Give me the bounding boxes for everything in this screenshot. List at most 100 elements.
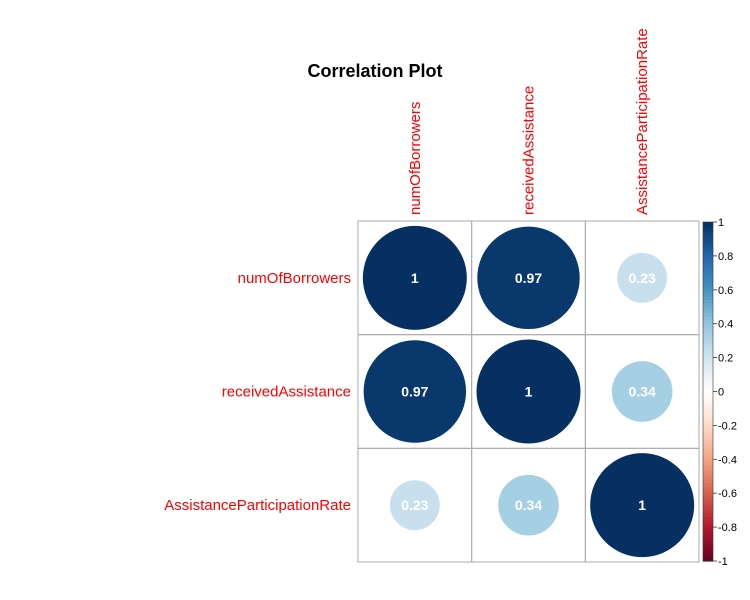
colorbar-segment	[703, 422, 713, 426]
colorbar-segment	[703, 320, 713, 325]
grid-cell	[584, 447, 700, 563]
colorbar-segment	[703, 523, 713, 528]
colorbar-tick-label: -1	[718, 556, 728, 568]
colorbar-segment	[703, 462, 713, 467]
colorbar-segment	[703, 479, 713, 484]
colorbar-segment	[703, 557, 713, 562]
colorbar-segment	[703, 347, 713, 352]
colorbar-segment	[703, 452, 713, 457]
correlation-value: 0.23	[629, 270, 656, 286]
colorbar-segment	[703, 516, 713, 521]
colorbar-segment	[703, 550, 713, 555]
correlation-value: 1	[638, 497, 646, 513]
colorbar-segment	[703, 411, 713, 416]
colorbar-segment	[703, 394, 713, 399]
colorbar-segment	[703, 438, 713, 443]
colorbar-tick-label: 1	[718, 217, 724, 229]
colorbar-tick-label: 0	[718, 387, 724, 399]
colorbar-segment	[703, 293, 713, 298]
colorbar-segment	[703, 455, 713, 460]
colorbar-segment	[703, 435, 713, 440]
colorbar-segment	[703, 476, 713, 481]
colorbar-segment	[703, 316, 713, 321]
row-label-received-assistance: receivedAssistance	[222, 384, 351, 401]
colorbar-segment	[703, 445, 713, 450]
correlation-circle	[389, 480, 440, 531]
colorbar-segment	[703, 537, 713, 542]
colorbar-segment	[703, 327, 713, 332]
row-label-num-of-borrowers: numOfBorrowers	[238, 270, 351, 287]
column-label-assistance-participation-rate: AssistanceParticipationRate	[634, 28, 651, 215]
colorbar-segment	[703, 530, 713, 535]
colorbar-segment	[703, 333, 713, 338]
colorbar-tick-label: -0.2	[718, 420, 737, 432]
colorbar-segment	[703, 228, 713, 233]
correlation-grid: 1 0.97 0.23 0.97 1 0.34 0.23 0.34 1	[357, 220, 700, 563]
colorbar-segment	[703, 252, 713, 257]
colorbar-segment	[703, 306, 713, 311]
correlation-value: 0.97	[515, 270, 542, 286]
colorbar-segment	[703, 388, 713, 393]
colorbar: 1 0.8 0.6 0.4 0.2 0 -0.2 -0.4 -0.6 -0.8 -1	[702, 217, 737, 568]
colorbar-segment	[703, 360, 713, 365]
colorbar-segment	[703, 527, 713, 532]
colorbar-tick-label: -0.8	[718, 522, 737, 534]
colorbar-segment	[703, 449, 713, 454]
colorbar-segment	[703, 513, 713, 518]
colorbar-segment	[703, 405, 713, 410]
colorbar-segment	[703, 296, 713, 301]
colorbar-segment	[703, 496, 713, 501]
colorbar-segment	[703, 354, 713, 359]
colorbar-segment	[703, 222, 713, 226]
row-label-assistance-participation-rate: AssistanceParticipationRate	[164, 497, 351, 514]
colorbar-segment	[703, 459, 713, 464]
colorbar-segment	[703, 299, 713, 304]
correlation-circle	[362, 225, 467, 330]
correlation-circle	[617, 252, 668, 303]
colorbar-segment	[703, 483, 713, 488]
colorbar-segment	[703, 279, 713, 284]
column-label-received-assistance: receivedAssistance	[521, 86, 538, 215]
correlation-circle	[476, 339, 581, 444]
colorbar-segment	[703, 540, 713, 545]
colorbar-segment	[703, 503, 713, 508]
colorbar-segment	[703, 310, 713, 315]
colorbar-segment	[703, 442, 713, 447]
colorbar-segment	[703, 486, 713, 491]
colorbar-segment	[703, 499, 713, 504]
colorbar-tick-label: 0.4	[718, 319, 733, 331]
colorbar-segment	[703, 249, 713, 254]
colorbar-segment	[703, 432, 713, 437]
colorbar-segment	[703, 225, 713, 230]
colorbar-segment	[703, 554, 713, 559]
colorbar-segment	[703, 544, 713, 549]
colorbar-segment	[703, 428, 713, 433]
colorbar-segment	[703, 272, 713, 277]
colorbar-segment	[703, 235, 713, 240]
correlation-circle	[477, 226, 580, 330]
colorbar-segment	[703, 323, 713, 328]
colorbar-segment	[703, 350, 713, 355]
colorbar-segment	[703, 381, 713, 386]
correlation-circle	[611, 361, 673, 422]
colorbar-segment	[703, 466, 713, 471]
correlation-value: 0.34	[629, 384, 656, 400]
colorbar-segment	[703, 269, 713, 274]
colorbar-segment	[703, 401, 713, 406]
colorbar-segment	[703, 286, 713, 291]
colorbar-segment	[703, 493, 713, 498]
chart-title: Correlation Plot	[307, 61, 442, 81]
colorbar-segment	[703, 469, 713, 474]
column-label-num-of-borrowers: numOfBorrowers	[407, 102, 424, 215]
colorbar-segment	[703, 408, 713, 413]
colorbar-segment	[703, 415, 713, 420]
colorbar-segment	[703, 374, 713, 379]
colorbar-segment	[703, 242, 713, 247]
colorbar-segment	[703, 259, 713, 264]
colorbar-segment	[703, 357, 713, 362]
colorbar-segment	[703, 245, 713, 250]
colorbar-segment	[703, 533, 713, 538]
colorbar-segment	[703, 266, 713, 271]
colorbar-segment	[703, 371, 713, 376]
